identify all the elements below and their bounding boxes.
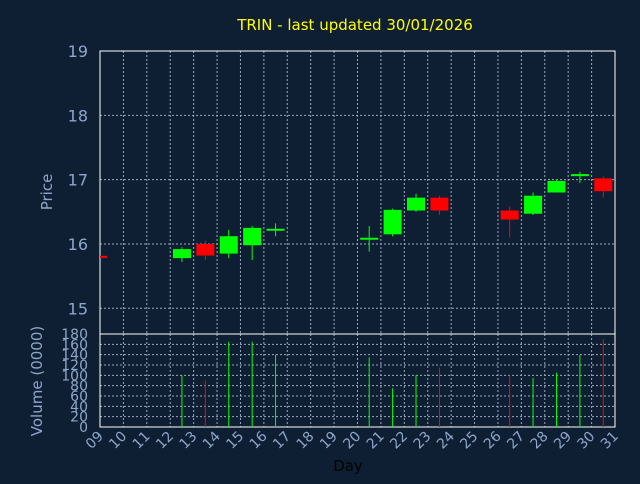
price-tick-label: 17 [68,171,88,190]
volume-tick-label: 100 [61,368,88,384]
price-tick-label: 16 [68,235,88,254]
volume-tick-label: 160 [61,337,88,353]
volume-bars [181,339,604,427]
x-tick-label: 17 [270,429,294,453]
price-tick-label: 18 [68,106,88,125]
price-tick-label: 15 [68,299,88,318]
volume-tick-label: 0 [79,420,88,436]
x-tick-label: 29 [551,429,575,453]
candle-body [219,236,238,254]
x-tick-label: 18 [294,429,318,453]
x-tick-label: 21 [364,429,388,453]
x-tick-label: 27 [504,429,528,453]
candle-body [430,197,449,211]
candle-body [547,180,566,193]
candle-body [524,195,543,214]
x-tick-label: 25 [457,429,481,453]
x-tick-label: 13 [177,429,201,453]
volume-gridlines [100,334,615,427]
x-tick-label: 10 [106,429,130,453]
x-tick-label: 30 [574,429,598,453]
x-tick-label: 22 [387,429,411,453]
price-tick-label: 19 [68,42,88,61]
volume-tick-label: 140 [61,348,88,364]
x-tick-label: 31 [598,429,622,453]
candle-body [196,243,215,256]
x-tick-label: 11 [130,429,154,453]
x-tick-labels: 09 10 11 12 13 14 15 16 17 18 19 20 21 22 23 24 25 26 27 28… [83,428,622,452]
volume-tick-label: 60 [70,389,88,405]
chart-title: TRIN - last updated 30/01/2026 [236,16,473,34]
volume-tick-label: 20 [70,410,88,426]
candle-body [594,178,613,192]
x-tick-label: 19 [317,429,341,453]
x-tick-label: 16 [247,428,271,452]
price-axis-label: Price [38,174,56,211]
candlesticks [100,171,613,262]
x-tick-label: 28 [528,429,552,453]
volume-tick-label: 180 [61,327,88,343]
x-tick-label: 12 [153,429,177,453]
volume-tick-label: 80 [70,379,88,395]
x-axis-label: Day [333,457,363,475]
price-tick-labels: 15 16 17 18 19 [68,42,88,318]
volume-frame-rect [99,333,616,428]
x-tick-label: 23 [411,429,435,453]
candle-body [172,249,191,259]
candle-body [383,209,402,235]
volume-axis-label: Volume (0000) [28,326,46,436]
x-tick-label: 26 [481,428,505,452]
x-tick-label: 20 [340,429,364,453]
volume-tick-label: 40 [70,399,88,415]
x-tick-label: 15 [223,429,247,453]
x-tick-label: 24 [434,428,458,452]
x-tick-label: 14 [200,428,224,452]
volume-panel-frame [99,333,616,428]
candle-body [500,210,519,220]
candle-body [243,227,262,246]
volume-tick-label: 120 [61,358,88,374]
candle-body [407,197,426,211]
price-gridlines [100,51,615,334]
